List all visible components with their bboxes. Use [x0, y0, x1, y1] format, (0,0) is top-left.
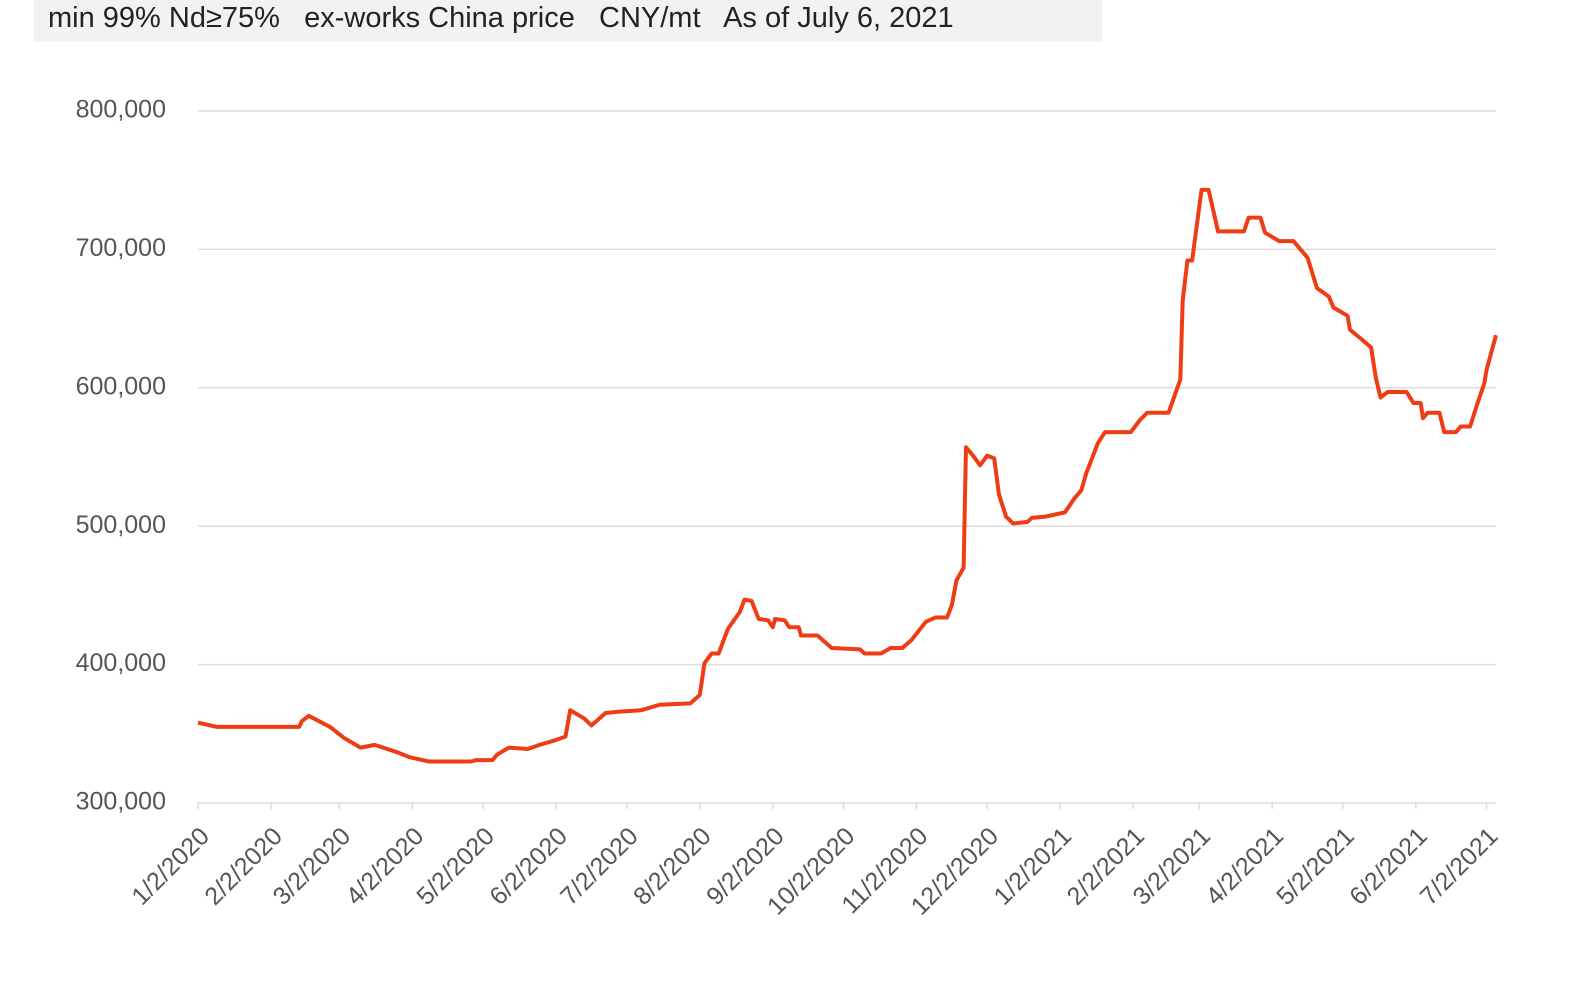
x-tick-label: 7/2/2021: [1415, 822, 1504, 911]
y-tick-label: 800,000: [76, 96, 166, 124]
x-tick-label: 1/2/2021: [988, 822, 1077, 911]
x-tick-label: 6/2/2021: [1344, 822, 1433, 911]
x-tick-label: 6/2/2020: [484, 822, 573, 911]
y-tick-label: 300,000: [76, 788, 166, 816]
price-line: [197, 187, 1498, 764]
x-tick-label: 5/2/2020: [411, 822, 500, 911]
x-tick-label: 4/2/2020: [341, 822, 430, 911]
chart-title: min 99% Nd≥75% ex-works China price CNY/…: [34, 0, 1102, 42]
y-tick-label: 400,000: [76, 649, 166, 677]
y-tick-label: 700,000: [76, 234, 166, 262]
x-tick-label: 1/2/2020: [126, 822, 215, 911]
x-tick-label: 7/2/2020: [555, 822, 644, 911]
y-tick-label: 600,000: [76, 372, 166, 400]
x-tick-label: 8/2/2020: [628, 822, 717, 911]
y-tick-label: 500,000: [76, 511, 166, 539]
x-tick-label: 4/2/2021: [1201, 822, 1290, 911]
x-tick-label: 5/2/2021: [1271, 822, 1360, 911]
